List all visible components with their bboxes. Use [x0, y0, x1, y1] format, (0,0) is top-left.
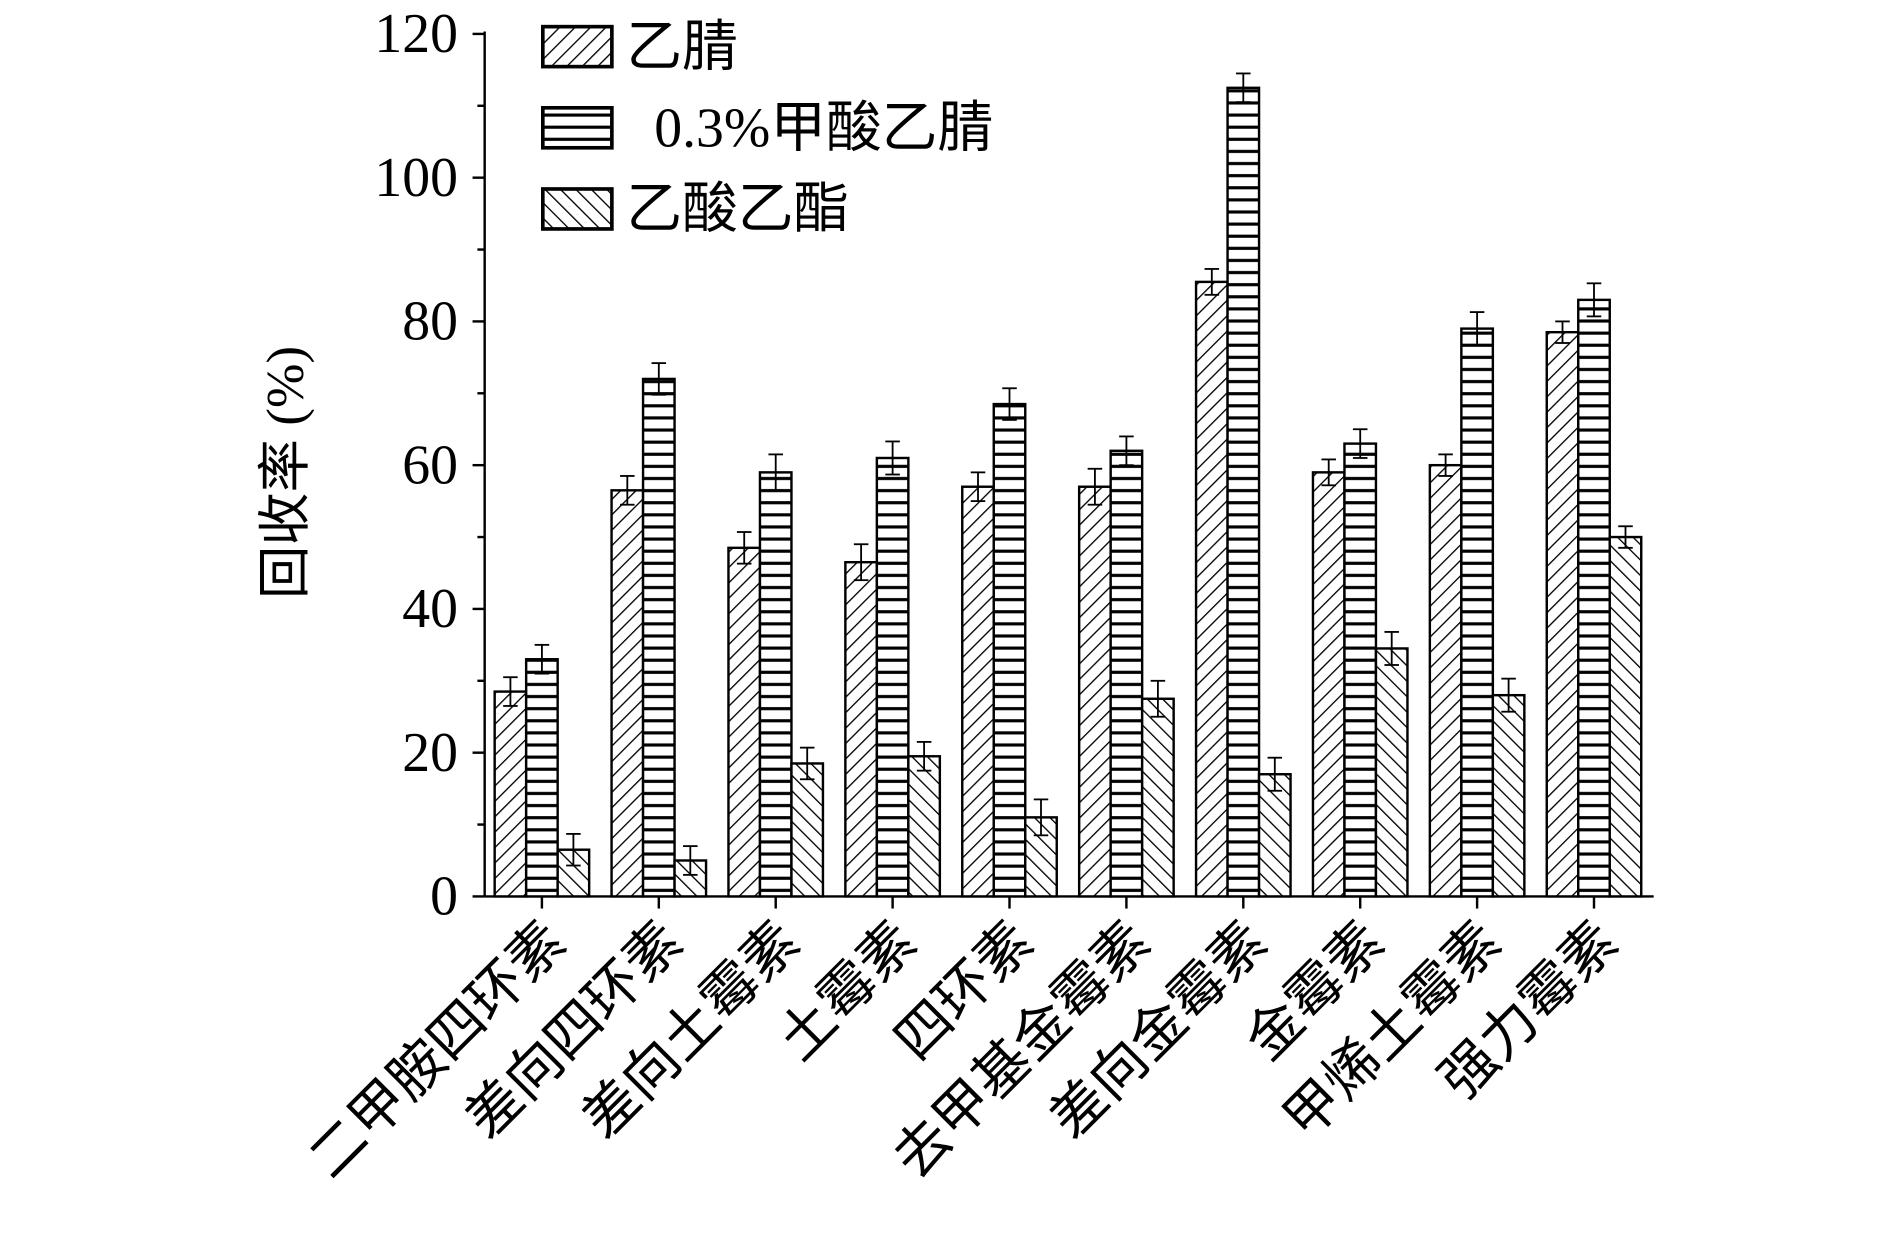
bar [1460, 327, 1495, 898]
bar [1374, 647, 1409, 898]
bar [961, 485, 995, 898]
y-tick-label: 100 [374, 147, 458, 209]
bar [1545, 330, 1580, 898]
legend-swatch [541, 187, 614, 231]
legend-swatch [541, 24, 614, 69]
bar [1077, 485, 1112, 898]
x-tick-labels: 二甲胺四环素差向四环素差向土霉素土霉素四环素去甲基金霉素差向金霉素金霉素甲烯土霉… [298, 910, 1630, 1190]
legend-label: 乙腈 [626, 16, 737, 78]
bar [1311, 471, 1346, 898]
y-tick-label: 80 [402, 291, 458, 353]
bar [1343, 442, 1378, 898]
bar [1226, 86, 1261, 898]
bar [844, 560, 879, 898]
legend-label: 0.3%甲酸乙腈 [654, 98, 993, 160]
bar [1608, 535, 1643, 898]
bar [758, 471, 793, 898]
bar [992, 402, 1027, 898]
bar [727, 546, 762, 898]
bar [1257, 773, 1292, 898]
y-tick-label: 60 [402, 434, 458, 496]
bar [907, 755, 942, 898]
bar [875, 456, 910, 898]
bar [524, 658, 559, 898]
y-axis-label: 回收率 (%) [256, 346, 315, 599]
bar [1194, 280, 1229, 898]
y-tick-label: 20 [402, 722, 458, 784]
axes: 0 20 40 60 80 100 120 [374, 3, 1654, 928]
y-tick-label: 120 [374, 3, 458, 65]
bar [493, 690, 528, 898]
bar [610, 489, 645, 898]
bar [1140, 697, 1175, 898]
bar [1428, 463, 1463, 898]
y-tick-label: 40 [402, 578, 458, 640]
bar [1491, 693, 1526, 898]
legend-swatch [541, 105, 614, 150]
legend-label: 乙酸乙酯 [626, 179, 849, 241]
bars [493, 72, 1643, 898]
bar [641, 377, 676, 898]
y-tick-label: 0 [430, 866, 458, 928]
bar [790, 762, 825, 898]
bar [1577, 298, 1611, 898]
bar [1109, 449, 1144, 898]
